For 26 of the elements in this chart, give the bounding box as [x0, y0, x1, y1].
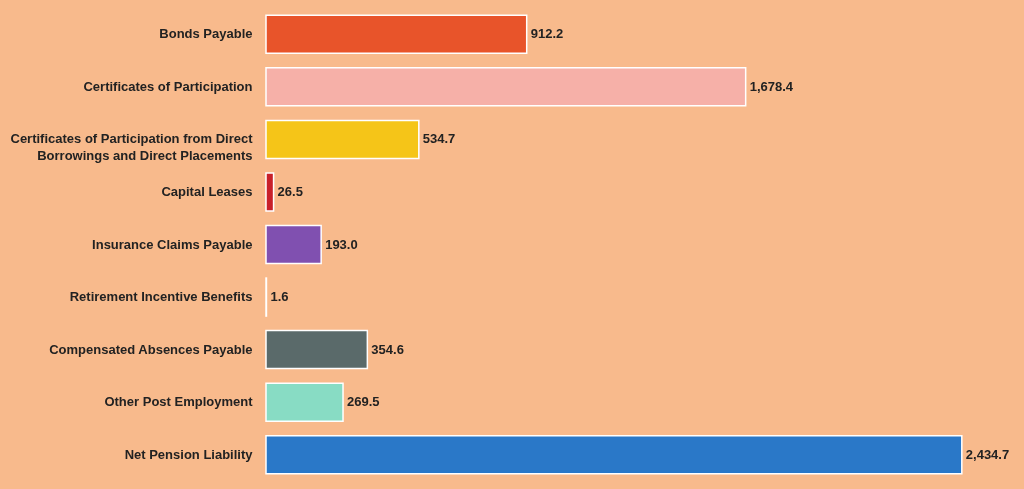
bar	[265, 329, 369, 370]
y-tick-label: Certificates of Participation from Direct Borrowings and Direct Placements	[10, 131, 254, 164]
y-tick-label: Bonds Payable	[159, 26, 253, 42]
data-label: 269.5	[347, 394, 380, 410]
data-label: 1.6	[270, 289, 289, 305]
y-tick-label: Compensated Absences Payable	[49, 341, 253, 357]
data-label: 534.7	[422, 131, 456, 147]
data-label: 354.6	[371, 341, 404, 357]
y-tick-label: Capital Leases	[161, 183, 253, 199]
bar	[265, 67, 747, 107]
y-tick-label: Retirement Incentive Benefits	[69, 289, 253, 305]
bar	[265, 224, 322, 265]
data-label: 2,434.7	[965, 446, 1010, 462]
data-label: 912.2	[530, 26, 564, 42]
bar	[265, 14, 528, 55]
y-tick-label: Other Post Employment	[104, 394, 254, 410]
bar	[265, 172, 275, 212]
bar	[265, 382, 344, 422]
y-tick-label: Certificates of Participation	[83, 78, 253, 94]
data-label: 26.5	[277, 183, 303, 199]
bar	[265, 434, 963, 475]
data-label: 193.0	[325, 236, 358, 252]
bar	[265, 119, 420, 160]
data-label: 1,678.4	[749, 78, 794, 94]
y-tick-label: Insurance Claims Payable	[92, 236, 253, 252]
y-tick-label: Net Pension Liability	[124, 446, 254, 462]
